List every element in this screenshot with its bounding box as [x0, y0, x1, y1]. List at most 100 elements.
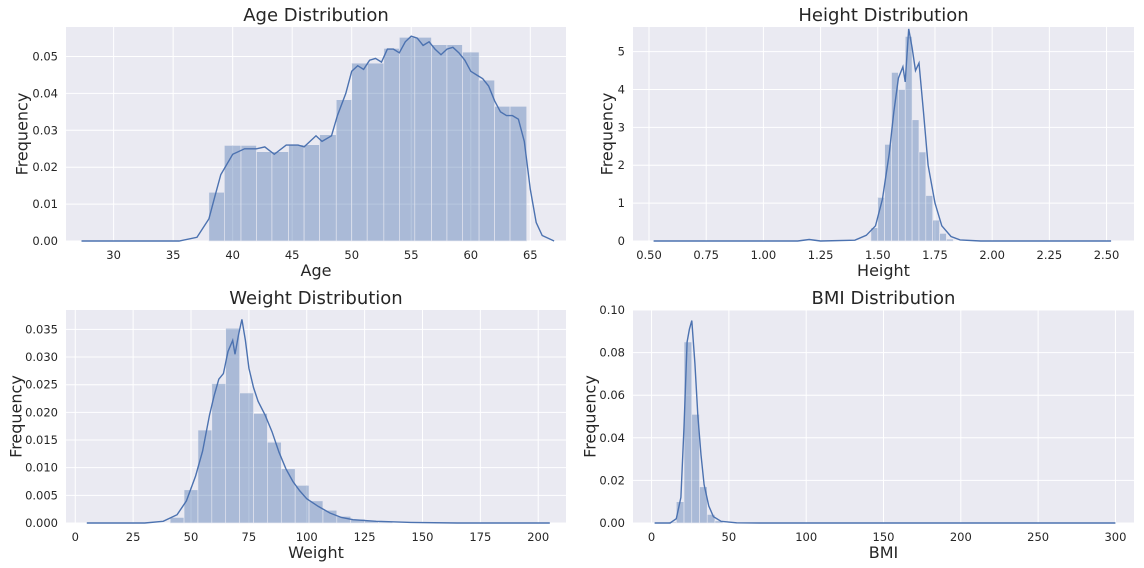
y-tick-label: 0.02	[32, 160, 58, 174]
histogram-bar	[288, 144, 305, 242]
histogram-bar	[271, 151, 289, 242]
histogram-bar	[351, 62, 368, 242]
x-tick-label: 50	[184, 530, 199, 544]
x-tick-label: 75	[242, 530, 257, 544]
histogram-bar	[932, 219, 940, 242]
y-axis-label: Frequency	[581, 375, 600, 458]
x-tick-label: 65	[523, 248, 538, 262]
y-tick-label: 0.030	[25, 350, 58, 364]
histogram-bar	[211, 383, 227, 524]
x-tick-label: 150	[873, 530, 895, 544]
histogram-bar	[891, 72, 899, 242]
y-tick-label: 0	[618, 234, 625, 248]
age-distribution-panel: 30 35 40 45 50 55 60 65 0.00 0.01 0.02 0.03 0.04 0.05…	[13, 5, 566, 280]
histogram-bar	[319, 134, 337, 242]
x-tick-label: 55	[404, 248, 419, 262]
histogram-bar	[399, 37, 416, 242]
x-tick-label: 0	[72, 530, 79, 544]
x-tick-label: 25	[126, 530, 141, 544]
histogram-bar	[256, 151, 273, 242]
histogram-bars	[668, 341, 723, 524]
histogram-bar	[911, 119, 920, 242]
kde-curve	[653, 28, 1112, 242]
histogram-bar	[898, 89, 906, 242]
height-distribution-panel: 0.50 0.75 1.00 1.25 1.50 1.75 2.00 2.25 2.50 0 1 2 3…	[598, 5, 1134, 280]
plot-area	[66, 310, 566, 523]
x-tick-label: 50	[722, 530, 737, 544]
x-tick-label: 1.50	[865, 248, 891, 262]
histogram-bar	[706, 514, 716, 524]
histogram-bar	[414, 37, 432, 242]
chart-title: BMI Distribution	[812, 288, 956, 309]
x-tick-label: 200	[527, 530, 549, 544]
histogram-bars	[870, 36, 954, 242]
histogram-bars	[208, 37, 528, 242]
y-tick-label: 0.05	[32, 50, 58, 64]
x-tick-label: 1.00	[751, 248, 777, 262]
bmi-distribution-panel: 0 50 100 150 200 250 300 0.00 0.02 0.04 0.06 0.08 0.…	[581, 288, 1134, 562]
y-tick-label: 0.02	[599, 473, 625, 487]
x-tick-label: 50	[344, 248, 359, 262]
histogram-bar	[925, 195, 933, 242]
y-tick-label: 0.025	[25, 378, 58, 392]
y-tick-label: 0.01	[32, 197, 58, 211]
y-tick-label: 0.015	[25, 433, 58, 447]
x-tick-label: 2.25	[1037, 248, 1063, 262]
x-tick-label: 175	[469, 530, 491, 544]
gridlines	[66, 310, 566, 524]
histogram-bar	[946, 238, 954, 242]
x-tick-label: 250	[1027, 530, 1049, 544]
y-tick-label: 0.04	[599, 431, 625, 445]
histogram-bars	[169, 327, 393, 524]
tick-labels: 0 25 50 75 100 125 150 175 200 0.000 0.005 0.010 0.0…	[25, 322, 549, 544]
y-axis-label: Frequency	[13, 93, 32, 176]
histogram-bar	[239, 392, 254, 524]
tick-labels: 0.50 0.75 1.00 1.25 1.50 1.75 2.00 2.25 2.50 0 1 2 3…	[618, 45, 1120, 262]
x-tick-label: 200	[950, 530, 972, 544]
histogram-bar	[509, 106, 528, 242]
y-tick-label: 0.08	[599, 346, 625, 360]
y-tick-label: 0.000	[25, 516, 58, 530]
histogram-bar	[366, 62, 385, 242]
histogram-bar	[280, 468, 296, 524]
histogram-bar	[478, 79, 495, 242]
x-tick-label: 2.50	[1094, 248, 1120, 262]
y-tick-label: 0.005	[25, 488, 58, 502]
histogram-bar	[208, 191, 225, 242]
x-axis-label: Height	[857, 261, 910, 280]
histogram-bar	[699, 486, 708, 524]
x-tick-label: 35	[166, 248, 181, 262]
histogram-bar	[683, 341, 693, 524]
y-tick-label: 2	[618, 158, 625, 172]
x-axis-label: Weight	[288, 543, 344, 562]
histogram-bar	[197, 429, 213, 524]
y-tick-label: 3	[618, 120, 625, 134]
x-tick-label: 2.00	[979, 248, 1005, 262]
histogram-bar	[303, 144, 320, 242]
y-tick-label: 0.00	[32, 234, 58, 248]
y-tick-label: 0.020	[25, 405, 58, 419]
x-tick-label: 30	[106, 248, 121, 262]
x-axis-label: Age	[301, 261, 332, 280]
kde-curve	[654, 320, 1116, 524]
x-tick-label: 0.50	[636, 248, 662, 262]
x-tick-label: 1.25	[808, 248, 834, 262]
chart-title: Age Distribution	[243, 5, 389, 26]
y-tick-label: 0.06	[599, 388, 625, 402]
tick-labels: 0 50 100 150 200 250 300 0.00 0.02 0.04 0.06 0.08 0.…	[599, 303, 1126, 544]
histogram-bar	[462, 51, 480, 242]
histogram-bar	[494, 106, 511, 242]
y-tick-label: 4	[618, 82, 625, 96]
x-tick-label: 100	[296, 530, 318, 544]
histogram-bar	[225, 327, 240, 524]
y-tick-label: 0.03	[32, 123, 58, 137]
y-tick-label: 0.010	[25, 461, 58, 475]
plot-area	[66, 27, 566, 241]
x-tick-label: 1.75	[922, 248, 948, 262]
kde-curve	[86, 319, 550, 524]
kde-curve	[81, 35, 555, 242]
x-tick-label: 45	[285, 248, 300, 262]
y-tick-label: 0.04	[32, 86, 58, 100]
weight-distribution-panel: 0 25 50 75 100 125 150 175 200 0.000 0.005 0.010 0.0…	[7, 288, 566, 562]
